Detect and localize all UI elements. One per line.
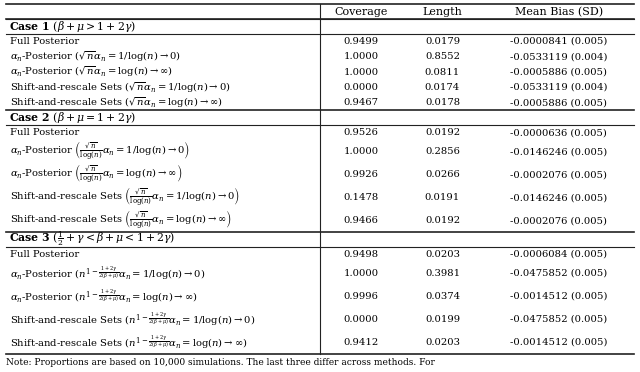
Text: -0.0014512 (0.005): -0.0014512 (0.005) — [510, 292, 607, 301]
Text: -0.0005886 (0.005): -0.0005886 (0.005) — [510, 68, 607, 77]
Text: 0.0000: 0.0000 — [343, 83, 378, 92]
Text: 0.0192: 0.0192 — [425, 216, 460, 225]
Text: Shift-and-rescale Sets $( n^{1-\frac{1+2\gamma}{2(\beta+\mu)}}\alpha_n = \log(n): Shift-and-rescale Sets $( n^{1-\frac{1+2… — [10, 333, 248, 352]
Text: -0.0533119 (0.004): -0.0533119 (0.004) — [510, 52, 607, 61]
Text: Case 2 $(\beta + \mu = 1 + 2\gamma)$: Case 2 $(\beta + \mu = 1 + 2\gamma)$ — [9, 110, 136, 125]
Text: 0.0000: 0.0000 — [343, 315, 378, 324]
Text: Case 3 $(\frac{1}{2} + \gamma < \beta + \mu < 1 + 2\gamma)$: Case 3 $(\frac{1}{2} + \gamma < \beta + … — [9, 230, 175, 249]
Text: 0.0199: 0.0199 — [425, 315, 460, 324]
Text: Shift-and-rescale Sets $\left(\frac{\sqrt{n}}{\log(n)}\alpha_n = 1/\log(n) \to 0: Shift-and-rescale Sets $\left(\frac{\sqr… — [10, 186, 240, 209]
Text: Mean Bias (SD): Mean Bias (SD) — [515, 7, 603, 17]
Text: $\alpha_n$-Posterior $( n^{1-\frac{1+2\gamma}{2(\beta+\mu)}}\alpha_n = 1/\log(n): $\alpha_n$-Posterior $( n^{1-\frac{1+2\g… — [10, 264, 205, 283]
Text: 0.0191: 0.0191 — [425, 193, 460, 202]
Text: 0.9467: 0.9467 — [343, 98, 378, 107]
Text: Full Posterior: Full Posterior — [10, 128, 79, 137]
Text: -0.0005886 (0.005): -0.0005886 (0.005) — [510, 98, 607, 107]
Text: -0.0006084 (0.005): -0.0006084 (0.005) — [510, 250, 607, 259]
Text: 0.1478: 0.1478 — [343, 193, 378, 202]
Text: 0.0811: 0.0811 — [425, 68, 460, 77]
Text: $\alpha_n$-Posterior $(\sqrt{n}\alpha_n = \log(n) \to \infty)$: $\alpha_n$-Posterior $(\sqrt{n}\alpha_n … — [10, 65, 173, 79]
Text: 0.8552: 0.8552 — [425, 52, 460, 61]
Text: $\alpha_n$-Posterior $(\sqrt{n}\alpha_n = 1/\log(n) \to 0)$: $\alpha_n$-Posterior $(\sqrt{n}\alpha_n … — [10, 49, 181, 64]
Text: 0.0178: 0.0178 — [425, 98, 460, 107]
Text: Shift-and-rescale Sets $\left(\frac{\sqrt{n}}{\log(n)}\alpha_n = \log(n) \to \in: Shift-and-rescale Sets $\left(\frac{\sqr… — [10, 209, 232, 232]
Text: 0.0192: 0.0192 — [425, 128, 460, 137]
Text: Case 1 $(\beta + \mu > 1 + 2\gamma)$: Case 1 $(\beta + \mu > 1 + 2\gamma)$ — [9, 19, 136, 34]
Text: 0.9412: 0.9412 — [343, 338, 378, 347]
Text: Shift-and-rescale Sets $(\sqrt{n}\alpha_n = \log(n) \to \infty)$: Shift-and-rescale Sets $(\sqrt{n}\alpha_… — [10, 96, 223, 110]
Text: -0.0146246 (0.005): -0.0146246 (0.005) — [510, 147, 607, 156]
Text: -0.0475852 (0.005): -0.0475852 (0.005) — [510, 269, 607, 278]
Text: 0.9996: 0.9996 — [344, 292, 378, 301]
Text: 0.0266: 0.0266 — [425, 170, 460, 179]
Text: Shift-and-rescale Sets $(\sqrt{n}\alpha_n = 1/\log(n) \to 0)$: Shift-and-rescale Sets $(\sqrt{n}\alpha_… — [10, 80, 231, 95]
Text: 1.0000: 1.0000 — [343, 269, 378, 278]
Text: Full Posterior: Full Posterior — [10, 37, 79, 46]
Text: Length: Length — [422, 7, 462, 17]
Text: $\alpha_n$-Posterior $\left(\frac{\sqrt{n}}{\log(n)}\alpha_n = \log(n) \to \inft: $\alpha_n$-Posterior $\left(\frac{\sqrt{… — [10, 163, 182, 186]
Text: -0.0475852 (0.005): -0.0475852 (0.005) — [510, 315, 607, 324]
Text: Shift-and-rescale Sets $( n^{1-\frac{1+2\gamma}{2(\beta+\mu)}}\alpha_n = 1/\log(: Shift-and-rescale Sets $( n^{1-\frac{1+2… — [10, 310, 255, 329]
Text: -0.0002076 (0.005): -0.0002076 (0.005) — [510, 170, 607, 179]
Text: 0.0374: 0.0374 — [425, 292, 460, 301]
Text: Coverage: Coverage — [334, 7, 387, 17]
Text: 0.0203: 0.0203 — [425, 338, 460, 347]
Text: 1.0000: 1.0000 — [343, 147, 378, 156]
Text: 0.9526: 0.9526 — [344, 128, 378, 137]
Text: -0.0146246 (0.005): -0.0146246 (0.005) — [510, 193, 607, 202]
Text: 0.9498: 0.9498 — [343, 250, 378, 259]
Text: Note: Proportions are based on 10,000 simulations. The last three differ across : Note: Proportions are based on 10,000 si… — [6, 358, 435, 367]
Text: $\alpha_n$-Posterior $\left(\frac{\sqrt{n}}{\log(n)}\alpha_n = 1/\log(n) \to 0\r: $\alpha_n$-Posterior $\left(\frac{\sqrt{… — [10, 140, 190, 163]
Text: 0.3981: 0.3981 — [425, 269, 460, 278]
Text: 0.9466: 0.9466 — [344, 216, 378, 225]
Text: 1.0000: 1.0000 — [343, 52, 378, 61]
Text: 0.2856: 0.2856 — [425, 147, 460, 156]
Text: -0.0014512 (0.005): -0.0014512 (0.005) — [510, 338, 607, 347]
Text: -0.0000841 (0.005): -0.0000841 (0.005) — [510, 37, 607, 46]
Text: $\alpha_n$-Posterior $( n^{1-\frac{1+2\gamma}{2(\beta+\mu)}}\alpha_n = \log(n) \: $\alpha_n$-Posterior $( n^{1-\frac{1+2\g… — [10, 287, 198, 306]
Text: 0.9499: 0.9499 — [343, 37, 378, 46]
Text: 0.0179: 0.0179 — [425, 37, 460, 46]
Text: Full Posterior: Full Posterior — [10, 250, 79, 259]
Text: 1.0000: 1.0000 — [343, 68, 378, 77]
Text: 0.0203: 0.0203 — [425, 250, 460, 259]
Text: -0.0002076 (0.005): -0.0002076 (0.005) — [510, 216, 607, 225]
Text: -0.0000636 (0.005): -0.0000636 (0.005) — [510, 128, 607, 137]
Text: 0.0174: 0.0174 — [425, 83, 460, 92]
Text: 0.9926: 0.9926 — [344, 170, 378, 179]
Text: -0.0533119 (0.004): -0.0533119 (0.004) — [510, 83, 607, 92]
